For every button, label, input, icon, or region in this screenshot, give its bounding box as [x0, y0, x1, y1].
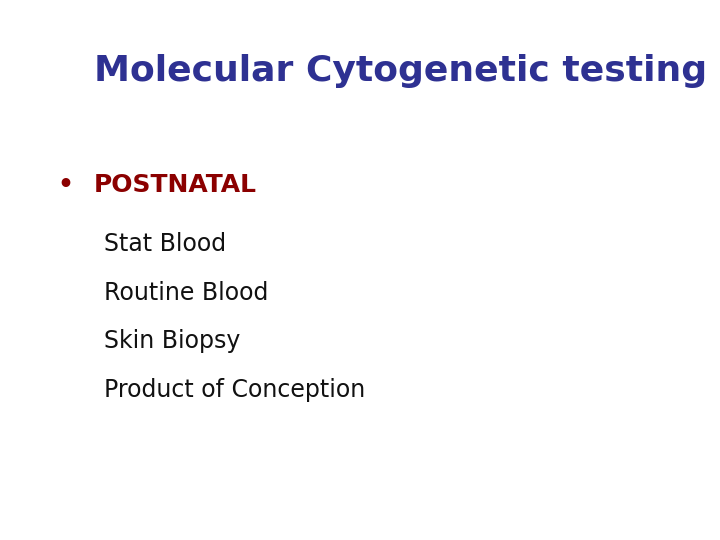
Text: Product of Conception: Product of Conception: [104, 378, 366, 402]
Text: Skin Biopsy: Skin Biopsy: [104, 329, 240, 353]
Text: •: •: [58, 173, 73, 197]
Text: Routine Blood: Routine Blood: [104, 281, 269, 305]
Text: Stat Blood: Stat Blood: [104, 232, 227, 256]
Text: Molecular Cytogenetic testing: Molecular Cytogenetic testing: [94, 54, 707, 88]
Text: POSTNATAL: POSTNATAL: [94, 173, 256, 197]
